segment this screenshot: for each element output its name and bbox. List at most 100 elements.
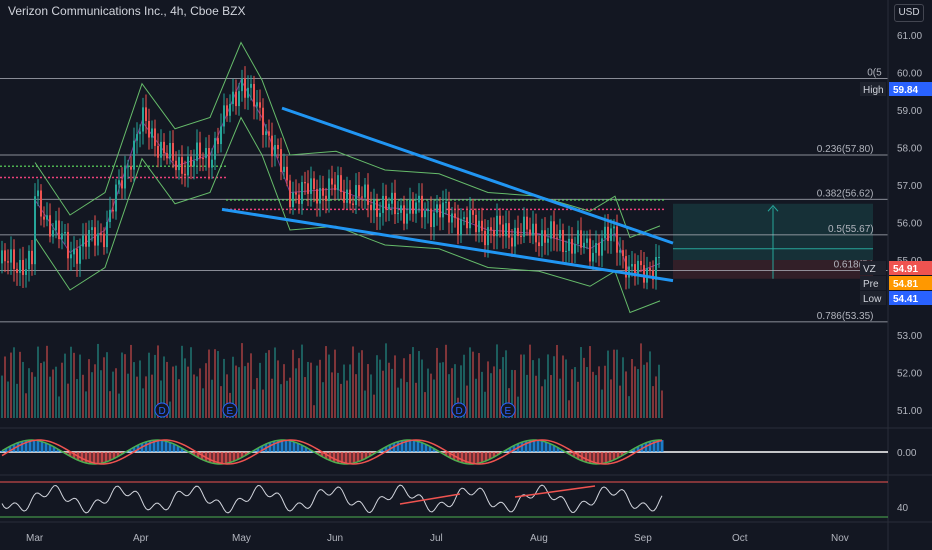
currency-button[interactable]: USD (894, 4, 924, 22)
candle-body (577, 230, 579, 244)
candle-body (592, 252, 594, 262)
volume-bar (232, 356, 234, 418)
volume-bar (235, 365, 237, 418)
volume-bar (589, 346, 591, 418)
event-marker[interactable] (222, 402, 238, 418)
volume-bar (211, 379, 213, 418)
y-tick-label: 57.00 (897, 181, 922, 192)
candle-body (631, 264, 633, 267)
candle-body (52, 230, 54, 237)
candle-body (625, 256, 627, 278)
candle-body (589, 238, 591, 262)
oscillator-histogram-bar (340, 452, 344, 464)
event-marker[interactable] (500, 402, 516, 418)
oscillator-histogram-bar (156, 440, 160, 452)
oscillator-histogram-bar (244, 452, 248, 456)
candle-body (274, 144, 276, 157)
volume-bar (115, 368, 117, 418)
candle-body (217, 138, 219, 145)
oscillator-histogram-bar (332, 452, 336, 463)
candle-body (67, 231, 69, 259)
volume-bar (475, 378, 477, 418)
event-marker[interactable] (154, 402, 170, 418)
price-tag-label: VZ (863, 264, 876, 275)
volume-bar (331, 372, 333, 418)
volume-bar (328, 354, 330, 418)
volume-bar (604, 365, 606, 418)
event-marker[interactable] (451, 402, 467, 418)
oscillator-histogram-bar (276, 440, 280, 452)
candle-body (367, 184, 369, 205)
volume-bar (304, 377, 306, 418)
candle-body (553, 221, 555, 238)
candle-body (16, 268, 18, 273)
price-tag-value: 54.41 (893, 294, 918, 305)
oscillator-histogram-bar (536, 440, 540, 452)
volume-bar (208, 349, 210, 418)
oscillator-histogram-bar (112, 452, 116, 459)
candle-body (301, 182, 303, 204)
oscillator-histogram-bar (608, 452, 612, 462)
oscillator-histogram-bar (616, 452, 620, 458)
channel-lower-line[interactable] (221, 207, 674, 283)
oscillator-histogram-bar (96, 452, 100, 464)
candle-body (28, 250, 30, 270)
volume-bar (151, 374, 153, 418)
candle-body (88, 229, 90, 247)
candle-body (241, 78, 243, 92)
volume-bar (400, 378, 402, 418)
oscillator-histogram-bar (144, 441, 148, 452)
volume-bar (280, 384, 282, 418)
volume-bar (544, 379, 546, 418)
oscillator-histogram-bar (256, 448, 260, 452)
volume-bar (472, 351, 474, 418)
x-tick-label: May (232, 533, 251, 544)
volume-bar (103, 357, 105, 418)
oscillator-histogram-bar (404, 440, 408, 452)
volume-bar (541, 386, 543, 418)
candle-body (55, 220, 57, 231)
volume-bar (205, 363, 207, 418)
candle-body (583, 242, 585, 248)
price-tag-value: 54.91 (893, 264, 918, 275)
oscillator-histogram-bar (528, 440, 532, 452)
volume-bar (31, 372, 33, 418)
y-tick-label: 53.00 (897, 331, 922, 342)
channel-upper-line[interactable] (281, 106, 674, 245)
oscillator-histogram-bar (324, 452, 328, 459)
y-tick-label: 56.00 (897, 219, 922, 230)
candle-body (361, 196, 363, 198)
oscillator-fast-line (1, 439, 663, 465)
volume-bar (187, 366, 189, 418)
candle-body (349, 189, 351, 204)
oscillator-histogram-bar (572, 452, 576, 457)
volume-bar (55, 366, 57, 418)
candle-body (223, 105, 225, 127)
oscillator-histogram-bar (280, 440, 284, 452)
candle-body (85, 235, 87, 247)
candle-body (259, 102, 261, 108)
oscillator-histogram-bar (620, 452, 624, 456)
volume-bar (193, 374, 195, 418)
candle-body (112, 209, 114, 212)
volume-bar (406, 382, 408, 418)
volume-bar (358, 352, 360, 418)
candle-body (211, 159, 213, 168)
volume-bar (34, 376, 36, 418)
price-tag-label-bg (860, 261, 886, 275)
candle-body (604, 226, 606, 239)
volume-bar (586, 367, 588, 418)
candle-body (490, 227, 492, 231)
candle-body (364, 184, 366, 198)
price-tag-value-bg (889, 261, 932, 275)
oscillator-histogram-bar (228, 452, 232, 463)
candle-body (178, 157, 180, 171)
candle-body (457, 217, 459, 236)
candle-body (379, 212, 381, 217)
oscillator-histogram-bar (360, 452, 364, 461)
candle-body (94, 227, 96, 246)
event-marker-label: E (227, 406, 234, 417)
volume-bar (565, 359, 567, 418)
candle-body (385, 195, 387, 210)
